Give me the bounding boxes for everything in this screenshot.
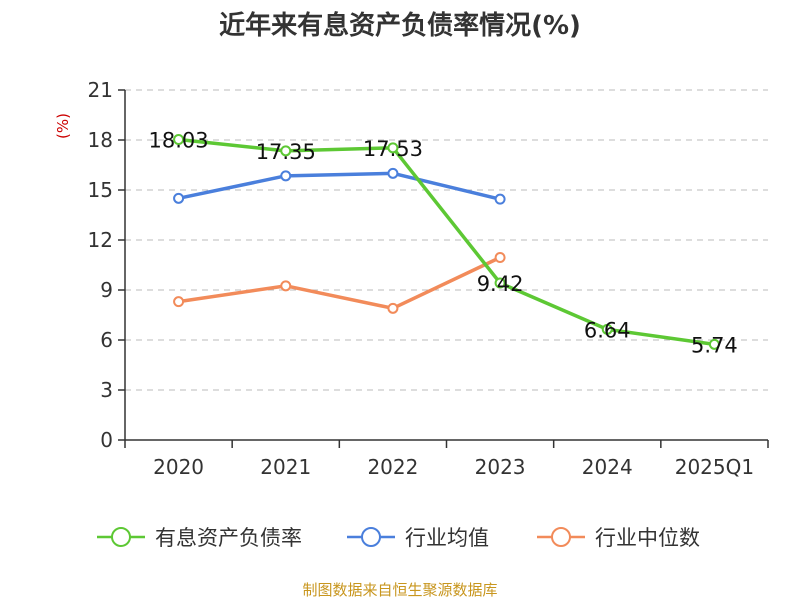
series-line-2 [176,255,502,311]
x-tick-label-2022: 2022 [367,455,418,479]
series-2-point-0 [173,296,185,308]
y-tick-label-0: 0 [100,428,113,452]
series-0-point-4 [601,323,613,335]
y-tick-label-9: 9 [100,278,113,302]
series-2-point-3 [494,252,506,263]
data-label-1: 17.35 [256,140,316,164]
legend-marker-0 [111,527,131,547]
x-tick-label-2020: 2020 [153,455,204,479]
series-0-point-5 [708,338,720,350]
data-label-3: 9.42 [477,272,524,296]
series-1-point-0 [173,192,185,204]
y-tick-label-6: 6 [100,328,113,352]
legend: 有息资产负债率 行业均值 行业中位数 [97,526,700,550]
series-0-point-2 [387,142,399,154]
x-tick-label-2024: 2024 [582,455,633,479]
series-0-point-1 [280,145,292,157]
legend-label-0: 有息资产负债率 [155,526,302,550]
y-tick-label-21: 21 [88,78,113,102]
series-2-point-1 [280,280,292,292]
series-line-1 [176,171,502,201]
data-label-0: 18.03 [149,129,209,153]
y-tick-label-12: 12 [88,228,113,252]
chart-title: 近年来有息资产负债率情况(%) [219,10,581,41]
data-label-5: 5.74 [691,333,738,357]
source-note: 制图数据来自恒生聚源数据库 [302,581,497,599]
series-line-0 [176,137,717,347]
legend-marker-1 [361,527,381,547]
y-tick-label-3: 3 [100,378,113,402]
data-label-4: 6.64 [584,318,631,342]
y-tick-label-15: 15 [88,178,113,202]
series-1-point-2 [387,167,399,179]
series [173,134,720,350]
grid [125,89,768,391]
x-tick-label-2025Q1: 2025Q1 [675,455,754,479]
x-tick-label-2023: 2023 [475,455,526,479]
series-1-point-1 [280,170,292,182]
y-axis-unit: (%) [54,113,72,139]
axes: 0 3 6 9 12 15 18 21 2020 2021 2022 2023 2024 2025Q1 [88,78,769,479]
legend-label-1: 行业均值 [405,526,489,550]
data-labels: 18.03 17.35 17.53 9.42 6.64 5.74 [149,129,738,358]
data-label-2: 17.53 [363,137,423,161]
series-0-point-0 [173,134,185,145]
x-tick-label-2021: 2021 [260,455,311,479]
legend-label-2: 行业中位数 [595,526,700,550]
legend-marker-2 [551,527,571,547]
series-0-point-3 [494,277,506,289]
series-2-point-2 [387,302,399,314]
y-tick-label-18: 18 [88,128,113,152]
series-1-point-3 [494,193,506,205]
